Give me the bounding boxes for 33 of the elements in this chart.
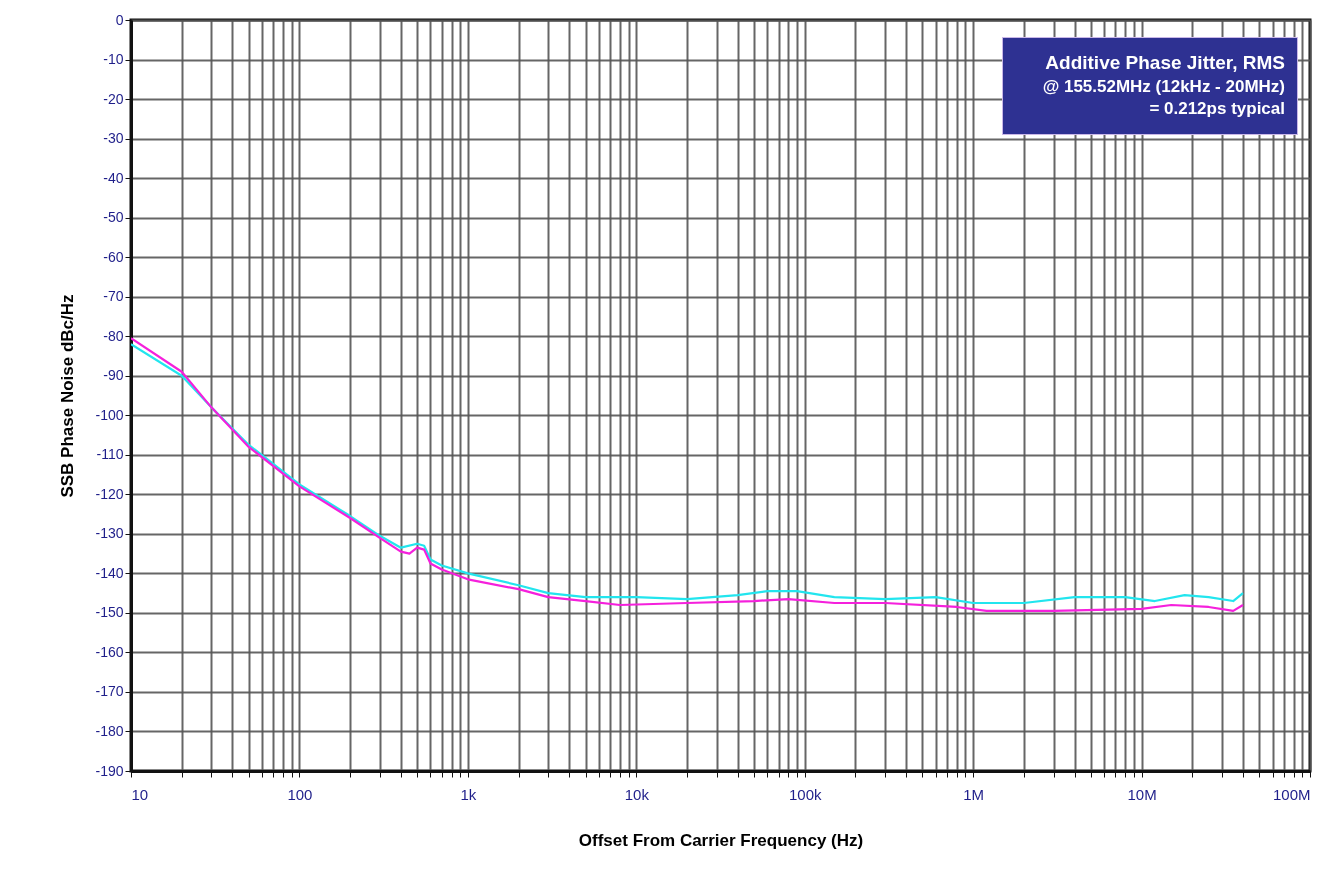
x-tick-label: 100k [788, 785, 822, 803]
x-tick-label: 100M [1272, 785, 1311, 803]
y-tick-label: -40 [103, 169, 124, 186]
annotation: = 0.212ps typical [1148, 98, 1285, 120]
y-tick-label: -70 [103, 288, 124, 305]
y-tick-label: -140 [95, 564, 124, 581]
annotation: Additive Phase Jitter, RMS [1044, 51, 1285, 75]
y-tick-label: 0 [115, 11, 124, 28]
y-tick-label: -30 [103, 130, 124, 147]
y-tick-label: -50 [103, 209, 124, 226]
x-tick-label: 10k [624, 785, 650, 803]
y-tick-label: -150 [95, 604, 124, 621]
y-tick-label: -130 [95, 525, 124, 542]
y-tick-label: -120 [95, 485, 124, 502]
y-tick-label: -20 [103, 90, 124, 107]
y-tick-label: -160 [95, 643, 124, 660]
y-tick-label: -100 [95, 406, 124, 423]
x-tick-label: 100 [287, 785, 313, 803]
x-tick-label: 10M [1127, 785, 1157, 803]
annotation: @ 155.52MHz (12kHz - 20MHz) [1042, 76, 1285, 98]
y-tick-label: -60 [103, 248, 124, 265]
x-tick-label: 1k [460, 785, 477, 803]
y-tick-label: -190 [95, 762, 124, 779]
x-tick-label: 1M [963, 785, 985, 803]
x-axis-title: Offset From Carrier Frequency (Hz) [578, 830, 864, 850]
y-tick-label: -180 [95, 722, 124, 739]
y-tick-label: -90 [103, 367, 124, 384]
y-axis-title: SSB Phase Noise dBc/Hz [58, 294, 78, 498]
y-tick-label: -110 [96, 446, 124, 463]
x-tick-label: 10 [131, 785, 149, 803]
y-tick-label: -80 [103, 327, 124, 344]
y-tick-label: -170 [95, 683, 124, 700]
y-tick-label: -10 [103, 51, 124, 68]
